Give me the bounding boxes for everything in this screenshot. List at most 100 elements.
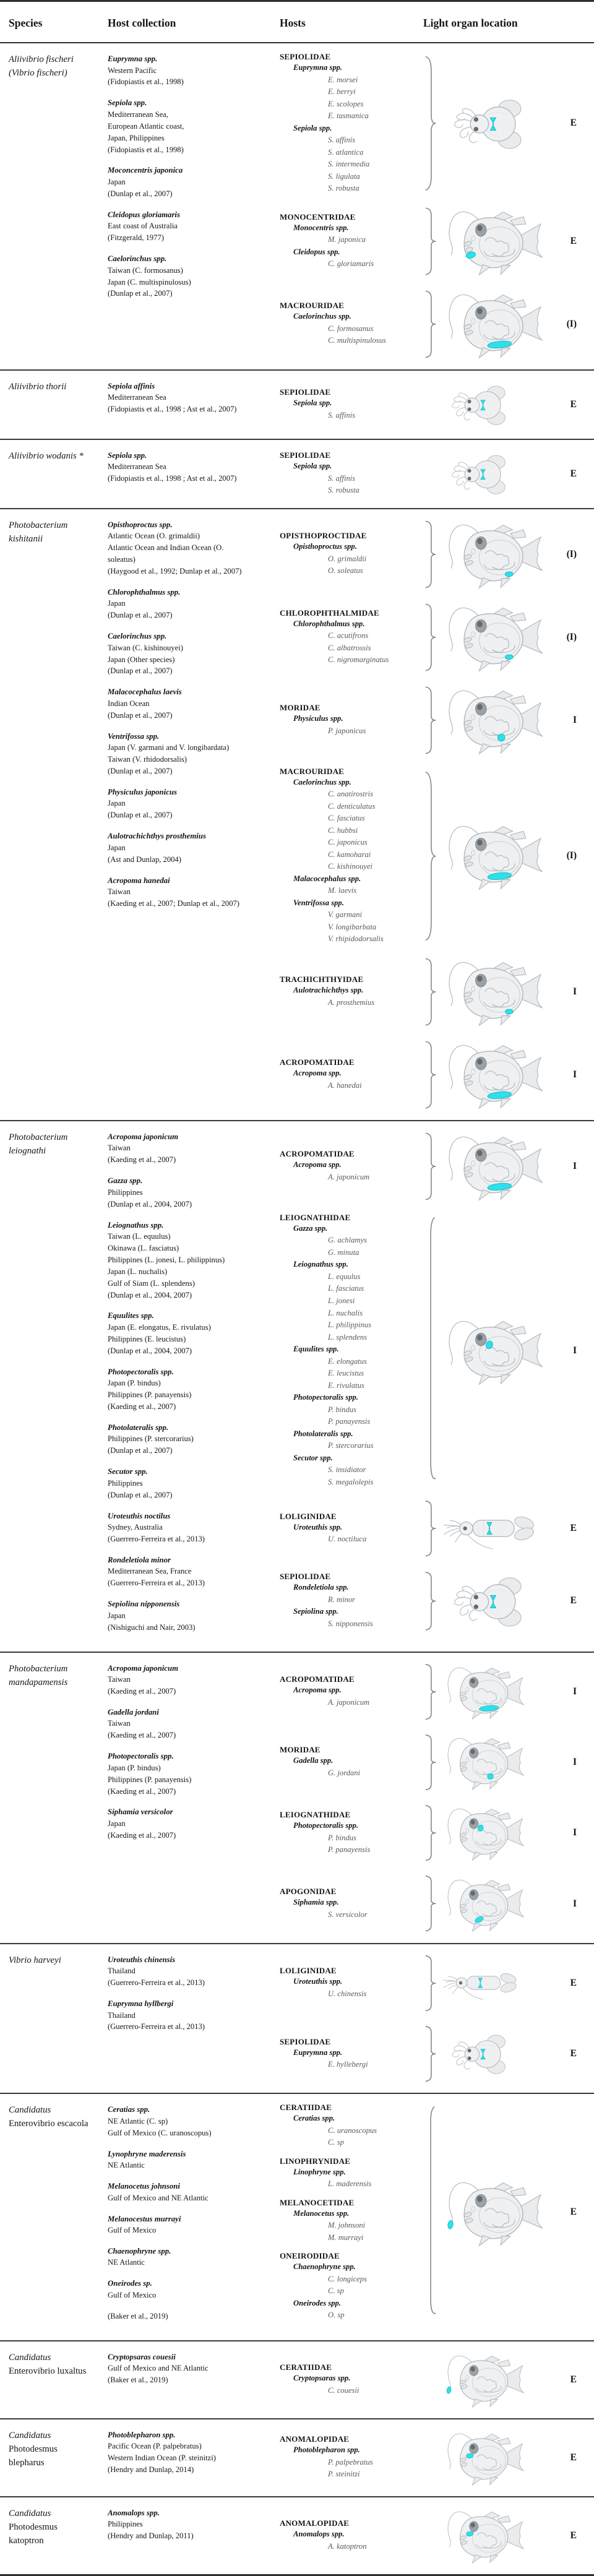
host-block: MORIDAE Gadella spp. G. jordani I	[280, 1732, 594, 1793]
grouping-bracket	[423, 2023, 438, 2084]
host-species-name: G. jordani	[328, 1768, 361, 1777]
host-collection-detail: Gulf of Mexico	[108, 2226, 157, 2235]
light-organ-location-code: E	[570, 2048, 577, 2059]
squid-illustration	[443, 1960, 525, 2005]
host-collection-name: Caelorinchus spp.	[108, 254, 167, 264]
host-taxa-list: MONOCENTRIDAE Monocentris spp. M. japonica…	[280, 212, 423, 270]
host-species-name: S. robusta	[328, 486, 359, 495]
organism-figure: I	[423, 1213, 594, 1488]
light-organ-location-code: (I)	[566, 318, 577, 329]
host-species-name: L. philippinus	[328, 1320, 371, 1330]
species-row-photobacterium-mandapamensis: Photobacterium mandapamensis Acropoma japo…	[0, 1651, 594, 1943]
host-collection-detail: Western Pacific	[108, 66, 157, 75]
host-collection-detail: (Dunlap et al., 2007)	[108, 1446, 173, 1455]
host-collection-entry: Sepiola spp. Mediterranean Sea, European A…	[108, 97, 271, 155]
host-collection-detail: (Fitzgerald, 1977)	[108, 233, 164, 243]
bracket-spacer	[423, 379, 438, 430]
host-species-name: S. atlantica	[328, 147, 364, 157]
light-organ-location-code: E	[570, 1977, 577, 1988]
host-taxa-list: LEIOGNATHIDAE Gazza spp. G. achlamys G. min…	[280, 1213, 423, 1488]
host-family-group: MACROURIDAE Caelorinchus spp. C. formosanu…	[280, 301, 423, 347]
host-taxa-list: SEPIOLIDAE Euprymna spp. E. hyllebergi	[280, 2037, 423, 2071]
host-species-name: P. bindus	[328, 1833, 356, 1842]
organism-figure: E	[423, 205, 594, 278]
host-collection-detail: Thailand	[108, 2010, 136, 2020]
host-collection-detail: Philippines (P. panayensis)	[108, 1390, 192, 1400]
host-species-name: C. sp	[328, 2286, 344, 2296]
host-family-name: ACROPOMATIDAE	[280, 1149, 355, 1159]
species-row-aliivibrio-fischeri: Aliivibrio fischeri (Vibrio fischeri) Eupr…	[0, 43, 594, 369]
host-collection-detail: Taiwan	[108, 1675, 131, 1684]
host-genus-name: Sepiola spp.	[293, 398, 332, 408]
host-taxa-list: LOLIGINIDAE Uroteuthis spp. U. chinensis	[280, 1966, 423, 2000]
host-collection-detail: (Fidopiastis et al., 1998 ; Ast et al., …	[108, 474, 237, 483]
light-organ-location-code: (I)	[566, 548, 577, 559]
host-family-name: ONEIRODIDAE	[280, 2251, 340, 2261]
host-collection-detail: Western Indian Ocean (P. steinitzi)	[108, 2453, 216, 2463]
bacteria-species-line: Aliivibrio wodanis *	[9, 450, 84, 461]
host-species-name: S. intermedia	[328, 160, 370, 169]
host-collection-entry: Opisthoproctus spp. Atlantic Ocean (O. gr…	[108, 519, 271, 577]
bacteria-species-line: Vibrio harveyi	[9, 1955, 61, 1965]
host-collection-detail: Taiwan	[108, 1144, 131, 1153]
host-family-name: LEIOGNATHIDAE	[280, 1212, 351, 1222]
host-collection-name: Caelorinchus spp.	[108, 632, 167, 641]
host-collection-detail: (Guerrero-Ferreira et al., 2013)	[108, 2022, 205, 2031]
host-family-group: SEPIOLIDAE Euprymna spp. E. hyllebergi	[280, 2037, 423, 2071]
host-collection-detail: (Nishiguchi and Nair, 2003)	[108, 1622, 196, 1632]
host-family-group: LOLIGINIDAE Uroteuthis spp. U. chinensis	[280, 1966, 423, 2000]
host-genus-name: Leiognathus spp.	[293, 1260, 348, 1269]
fish-illustration	[443, 819, 548, 892]
bacteria-species-name: Candidatus Photodesmus katoptron	[9, 2505, 108, 2565]
organism-figure: E	[423, 449, 594, 499]
host-collection-entry: Acropoma hanedai Taiwan (Kaeding et al., 2…	[108, 875, 271, 910]
host-genus-name: Melanocetus spp.	[293, 2208, 350, 2218]
host-collection-name: Cleidopus gloriamaris	[108, 210, 180, 219]
host-block: MACROURIDAE Caelorinchus spp. C. anatirost…	[280, 767, 594, 946]
host-collection-list: Sepiola spp. Mediterranean Sea (Fidopiasti…	[108, 447, 280, 499]
host-collection-detail: Atlantic Ocean (O. grimaldii)	[108, 532, 200, 541]
light-organ-location-code: I	[572, 1827, 577, 1838]
host-species-name: S. ligulata	[328, 171, 360, 181]
host-taxa-list: MACROURIDAE Caelorinchus spp. C. anatirost…	[280, 767, 423, 946]
host-collection-detail: Taiwan (L. equulus)	[108, 1232, 171, 1241]
host-collection-detail: Taiwan	[108, 887, 131, 897]
host-collection-name: Acropoma japonicum	[108, 1132, 179, 1141]
host-species-name: P. panayensis	[328, 1417, 371, 1426]
host-family-name: OPISTHOPROCTIDAE	[280, 531, 367, 541]
grouping-bracket	[423, 1213, 438, 1488]
host-collection-detail: Mediterranean Sea, France	[108, 1567, 192, 1576]
fish-illustration	[443, 2428, 528, 2488]
host-collection-list: Euprymna spp. Western Pacific (Fidopiastis…	[108, 51, 280, 361]
bacteria-species-name: Vibrio harveyi	[9, 1952, 108, 2085]
host-family-group: MACROURIDAE Caelorinchus spp. C. anatirost…	[280, 767, 423, 946]
host-collection-detail: (Dunlap et al., 2007)	[108, 189, 173, 198]
host-family-name: ANOMALOPIDAE	[280, 2434, 350, 2444]
host-block: ANOMALOPIDAE Anomalops spp. A. katoptron E	[280, 2506, 594, 2565]
fish-illustration	[443, 288, 548, 361]
host-genus-name: Uroteuthis spp.	[293, 1522, 343, 1531]
host-genus-name: Uroteuthis spp.	[293, 1977, 343, 1986]
host-species-name: P. palpebratus	[328, 2457, 373, 2466]
host-genus-name: Linophryne spp.	[293, 2167, 346, 2176]
host-family-group: LINOPHRYNIDAE Linophryne spp. L. maderensi…	[280, 2156, 423, 2190]
host-genus-name: Caelorinchus spp.	[293, 777, 351, 786]
fish-illustration	[443, 1314, 548, 1387]
host-collection-name: Sepiola spp.	[108, 450, 147, 460]
bracket-spacer	[423, 2428, 438, 2488]
host-collection-list: Acropoma japonicum Taiwan (Kaeding et al.,…	[108, 1129, 280, 1643]
host-genus-name: Photopectoralis spp.	[293, 1393, 358, 1402]
host-family-group: MELANOCETIDAE Melanocetus spp. M. johnsoni…	[280, 2198, 423, 2244]
host-collection-list: Photoblepharon spp. Pacific Ocean (P. pal…	[108, 2427, 280, 2488]
host-family-name: MELANOCETIDAE	[280, 2197, 355, 2207]
host-collection-detail: soleatus)	[108, 555, 136, 564]
host-collection-detail: Japan, Philippines	[108, 133, 165, 142]
host-collection-name: Chaenophryne spp.	[108, 2246, 171, 2255]
host-species-name: A. prosthemius	[328, 997, 375, 1007]
host-family-name: ACROPOMATIDAE	[280, 1058, 355, 1067]
host-taxa-list: SEPIOLIDAE Sepiola spp. S. affinis S. robus…	[280, 450, 423, 497]
host-genus-name: Caelorinchus spp.	[293, 312, 351, 321]
fish-illustration	[443, 1130, 548, 1203]
host-block: CERATIIDAE Cryptopsaras spp. C. couesii E	[280, 2350, 594, 2410]
host-collection-entry: Physiculus japonicus Japan (Dunlap et al.,…	[108, 786, 271, 821]
